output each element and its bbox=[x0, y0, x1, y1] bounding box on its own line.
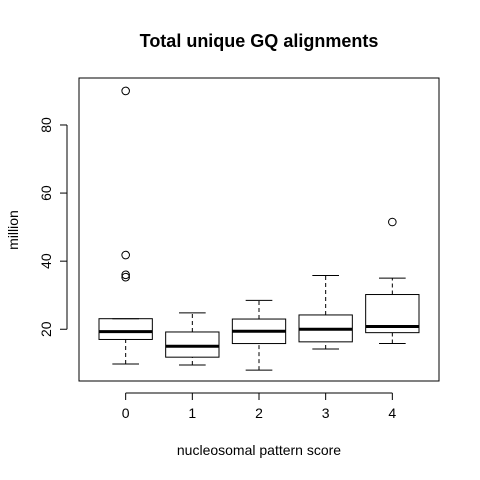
boxes bbox=[98, 86, 420, 371]
y-axis-label: million bbox=[5, 210, 21, 250]
x-axis-label: nucleosomal pattern score bbox=[177, 442, 341, 458]
y-tick-label-80: 80 bbox=[38, 117, 54, 133]
outlier-point-0-1 bbox=[121, 270, 130, 280]
y-tick-label-20: 20 bbox=[38, 321, 54, 337]
y-axis: 20 40 60 80 bbox=[38, 117, 68, 337]
x-tick-label-0: 0 bbox=[122, 405, 130, 421]
box-group-2 bbox=[231, 299, 287, 371]
box-1 bbox=[165, 331, 220, 358]
y-tick-label-40: 40 bbox=[38, 253, 54, 269]
chart-title: Total unique GQ alignments bbox=[140, 31, 379, 51]
outlier-point-0-3 bbox=[121, 86, 130, 96]
box-group-4 bbox=[365, 217, 420, 345]
box-group-0 bbox=[98, 86, 153, 365]
outlier-point-0-2 bbox=[121, 250, 130, 260]
y-tick-label-60: 60 bbox=[38, 185, 54, 201]
box-4 bbox=[365, 294, 420, 334]
outlier-point-0-0 bbox=[121, 272, 130, 282]
x-tick-label-2: 2 bbox=[255, 405, 263, 421]
x-tick-label-1: 1 bbox=[188, 405, 196, 421]
x-axis: 0 1 2 3 4 bbox=[122, 392, 396, 421]
x-tick-label-3: 3 bbox=[322, 405, 330, 421]
outlier-point-4-0 bbox=[388, 217, 397, 227]
box-group-1 bbox=[165, 312, 220, 366]
box-0 bbox=[98, 318, 153, 340]
box-group-3 bbox=[298, 274, 353, 350]
plot-frame bbox=[78, 77, 440, 382]
x-tick-label-4: 4 bbox=[388, 405, 396, 421]
